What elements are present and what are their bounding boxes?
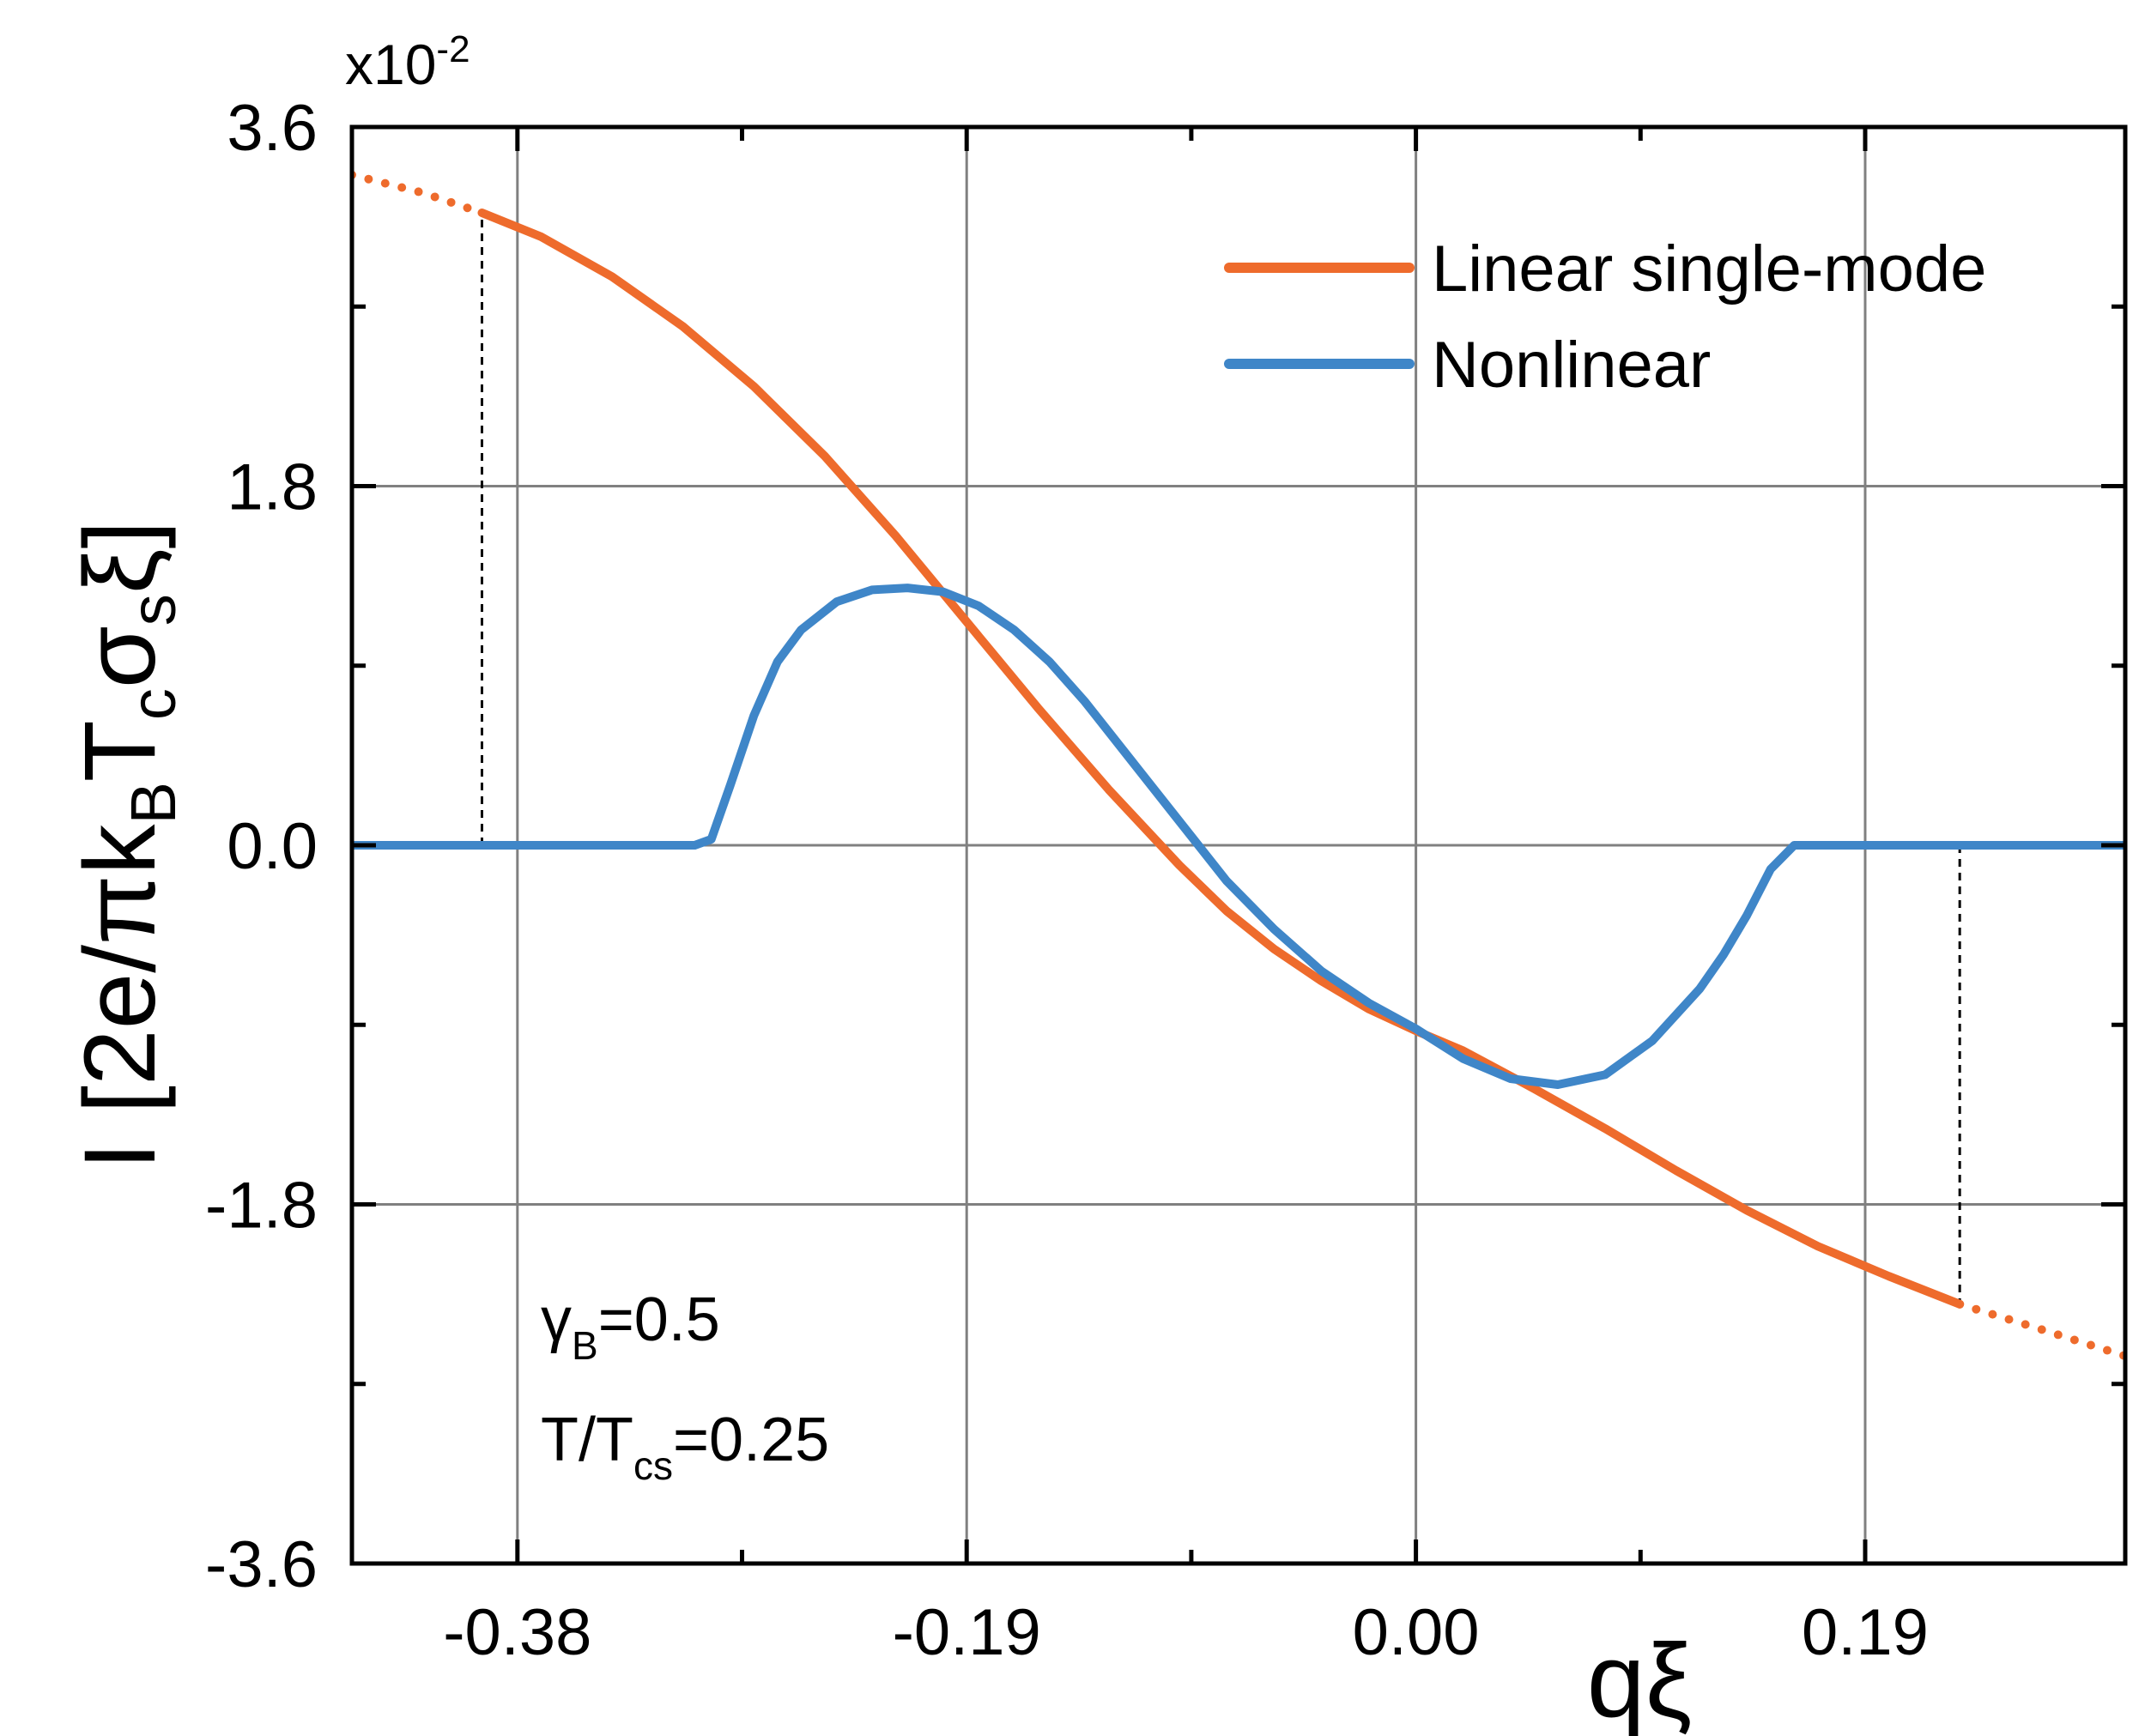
series-line-linear (477, 209, 1965, 1309)
legend: Linear single-mode Nonlinear (1224, 233, 1986, 402)
y-title-end: ξ] (64, 521, 177, 595)
x-tick-label-2: 0.00 (1353, 1596, 1480, 1669)
series-group (352, 170, 2125, 1361)
series-line-linear-dotted-left (352, 170, 487, 217)
y-multiplier-exponent: -2 (436, 28, 470, 70)
gamma-subscript: B (572, 1323, 598, 1368)
y-tick-label-4: 3.6 (227, 92, 318, 165)
y-title-sub-s: s (118, 594, 189, 626)
axis-ticks (352, 124, 2125, 1566)
y-title-part-0: I [2e/πk (64, 824, 177, 1170)
y-title-T: T (64, 720, 177, 782)
y-tick-label-3: 1.8 (227, 451, 318, 524)
x-tick-label-3: 0.19 (1802, 1596, 1929, 1669)
temp-subscript: cs (633, 1443, 673, 1488)
y-title-sub-B: B (118, 782, 189, 824)
x-tick-label-1: -0.19 (893, 1596, 1041, 1669)
temp-value: =0.25 (673, 1406, 829, 1474)
y-tick-label-2: 0.0 (227, 810, 318, 883)
y-tick-label-1: -1.8 (205, 1170, 318, 1243)
plot-area (352, 170, 2125, 1361)
legend-label-linear: Linear single-mode (1432, 233, 1986, 305)
y-title-sigma: σ (64, 626, 177, 688)
y-title-sub-c: c (118, 688, 189, 720)
annotation-gamma: γB=0.5 (541, 1285, 720, 1368)
x-tick-label-0: -0.38 (443, 1596, 591, 1669)
y-tick-label-0: -3.6 (205, 1528, 318, 1601)
legend-label-nonlinear: Nonlinear (1432, 329, 1711, 402)
x-axis-title: qξ (1587, 1622, 1692, 1736)
y-axis-title: I [2e/πkBTcσsξ] (64, 521, 189, 1170)
y-multiplier-base: x10 (345, 33, 436, 96)
annotation-temperature: T/Tcs=0.25 (541, 1406, 829, 1488)
gamma-symbol: γ (541, 1285, 572, 1354)
tick-labels: -0.38 -0.19 0.00 0.19 -3.6 -1.8 0.0 1.8 3.6 (205, 92, 1929, 1669)
dashed-markers (481, 212, 1961, 1304)
temp-prefix: T/T (541, 1406, 633, 1474)
gamma-value: =0.5 (598, 1285, 720, 1354)
series-line-nonlinear (352, 584, 2125, 1089)
y-multiplier: x10-2 (345, 28, 470, 96)
series-line-linear-dotted-right (1955, 1299, 2125, 1361)
